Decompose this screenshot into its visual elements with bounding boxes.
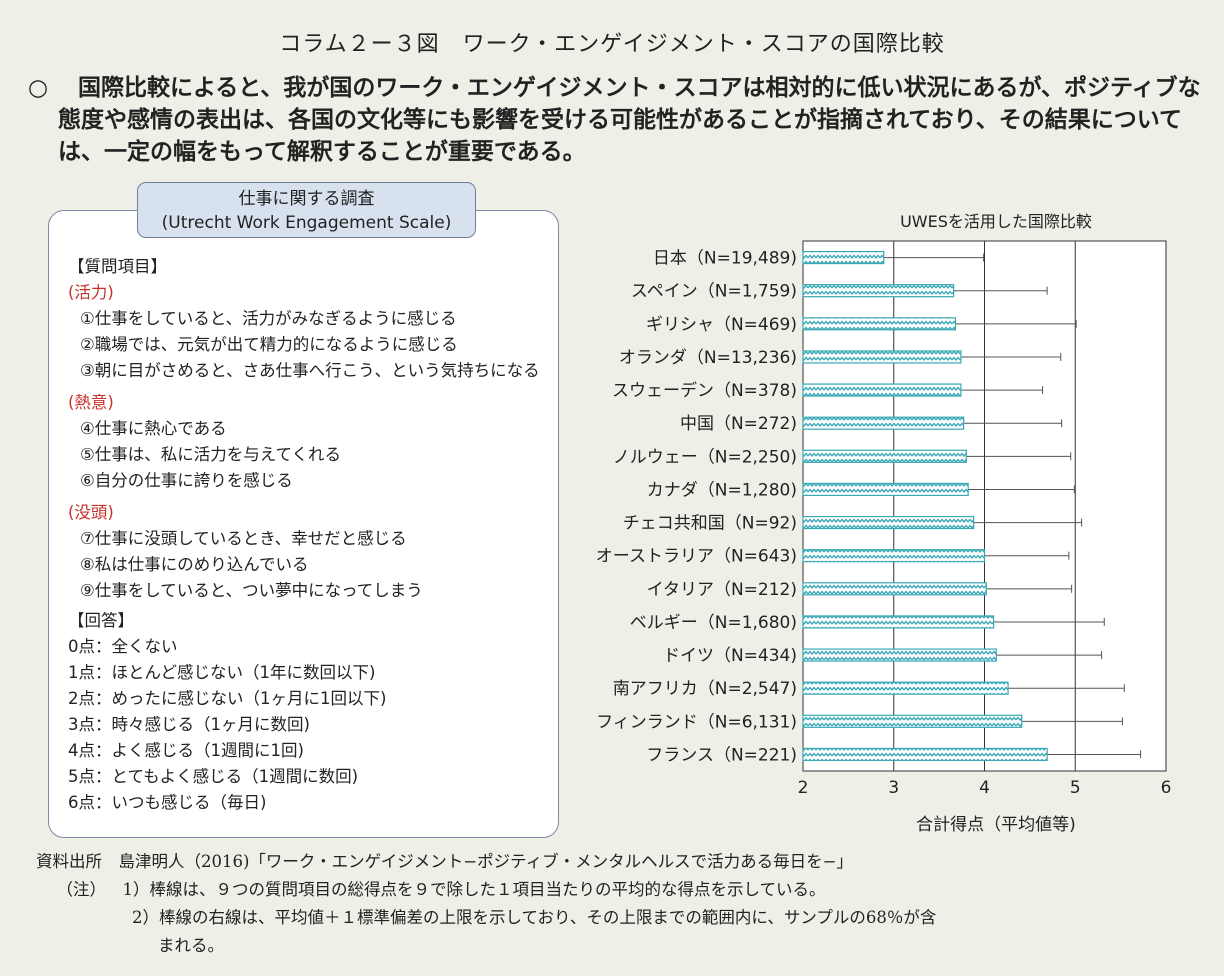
category-vigor: (活力)	[68, 283, 114, 302]
bar	[802, 615, 995, 629]
category-label: オランダ（N=13,236)	[619, 348, 797, 368]
bar	[802, 317, 957, 331]
survey-tab-subtitle: (Utrecht Work Engagement Scale)	[161, 213, 452, 233]
bar	[802, 648, 997, 662]
category-label: スウェーデン（N=378)	[612, 380, 797, 401]
question-list: 【質問項目】 (活力) ①仕事をしていると、活力がみなぎるように感じる ②職場で…	[68, 254, 540, 816]
category-label: スペイン（N=1,759)	[631, 282, 797, 302]
question-item: ⑥自分の仕事に誇りを感じる	[80, 471, 293, 490]
x-tick-label: 3	[888, 778, 899, 798]
answer-item: 3点：時々感じる（1ヶ月に数回)	[68, 715, 310, 734]
bar	[802, 350, 962, 364]
category-absorption: (没頭)	[68, 503, 114, 522]
answer-item: 0点：全くない	[68, 637, 178, 656]
question-item: ③朝に目がさめると、さあ仕事へ行こう、という気持ちになる	[80, 361, 540, 380]
category-label: カナダ（N=1,280)	[647, 480, 797, 500]
bar	[802, 582, 987, 596]
x-tick-label: 6	[1161, 778, 1172, 798]
bar	[802, 515, 975, 530]
bar	[802, 250, 885, 265]
category-label: ベルギー（N=1,680)	[630, 613, 797, 633]
bar-chart: UWESを活用した国際比較 2 3 4 5 6 日本（N=19,489) スペイン（N=1,…	[596, 212, 1172, 835]
category-label: 日本（N=19,489)	[653, 249, 797, 269]
bar	[802, 284, 955, 298]
category-label: オーストラリア（N=643)	[596, 547, 797, 567]
figure-title: コラム２ー３図 ワーク・エンゲイジメント・スコアの国際比較	[279, 32, 945, 57]
category-label: 中国（N=272)	[680, 414, 797, 434]
category-label: ドイツ（N=434)	[663, 646, 797, 666]
bar	[802, 416, 965, 430]
answer-item: 2点：めったに感じない（1ヶ月に1回以下)	[68, 689, 387, 708]
category-label: ノルウェー（N=2,250)	[613, 447, 797, 467]
answer-item: 1点：ほとんど感じない（1年に数回以下)	[68, 663, 376, 682]
category-label: フィンランド（N=6,131)	[596, 712, 797, 732]
source-citation: 島津明人（2016)「ワーク・エンゲイジメント−ポジティブ・メンタルヘルスで活力…	[118, 852, 853, 871]
category-label: 南アフリカ（N=2,547)	[613, 679, 797, 699]
bar	[802, 549, 986, 563]
x-tick-label: 5	[1070, 778, 1081, 798]
summary-bullet: ○	[28, 75, 49, 101]
question-item: ①仕事をしていると、活力がみなぎるように感じる	[80, 309, 457, 328]
source-notes: 資料出所 島津明人（2016)「ワーク・エンゲイジメント−ポジティブ・メンタルヘ…	[36, 848, 1206, 960]
bar	[802, 681, 1009, 695]
answer-item: 4点：よく感じる（1週間に1回)	[68, 741, 304, 760]
category-label: チェコ共和国（N=92)	[623, 514, 797, 534]
note-label: （注）	[56, 880, 107, 899]
answer-item: 6点：いつも感じる（毎日)	[68, 793, 267, 812]
category-label: ギリシャ（N=469)	[646, 315, 797, 335]
bar	[802, 383, 962, 397]
question-item: ⑦仕事に没頭しているとき、幸せだと感じる	[80, 529, 407, 548]
answers-header: 【回答】	[68, 611, 134, 630]
bar	[802, 747, 1048, 762]
category-dedication: (熱意)	[68, 393, 114, 412]
question-item: ⑧私は仕事にのめり込んでいる	[80, 555, 309, 574]
x-tick-label: 2	[798, 778, 809, 798]
bar	[802, 714, 1023, 728]
survey-box	[48, 210, 559, 838]
note-1: 1）棒線は、９つの質問項目の総得点を９で除した１項目当たりの平均的な得点を示して…	[122, 880, 826, 899]
survey-tab-title: 仕事に関する調査	[238, 189, 375, 209]
x-axis-label: 合計得点（平均値等)	[916, 815, 1076, 835]
survey-tab: 仕事に関する調査 (Utrecht Work Engagement Scale)	[137, 182, 476, 238]
question-item: ④仕事に熱心である	[80, 419, 227, 438]
question-item: ⑤仕事は、私に活力を与えてくれる	[80, 445, 341, 464]
questions-header: 【質問項目】	[68, 257, 167, 276]
x-tick-label: 4	[979, 778, 990, 798]
answer-item: 5点：とてもよく感じる（1週間に数回)	[68, 767, 359, 786]
bar	[802, 449, 967, 463]
bar	[802, 482, 969, 497]
note-2: 2）棒線の右線は、平均値＋１標準偏差の上限を示しており、その上限までの範囲内に、…	[132, 908, 937, 927]
note-2-cont: まれる。	[158, 936, 224, 955]
question-item: ②職場では、元気が出て精力的になるように感じる	[80, 335, 458, 354]
question-item: ⑨仕事をしていると、つい夢中になってしまう	[80, 581, 423, 600]
summary: ○ 国際比較によると、我が国のワーク・エンゲイジメント・スコアは相対的に低い状況…	[28, 72, 1208, 168]
category-label: イタリア（N=212)	[647, 580, 797, 600]
summary-text: 国際比較によると、我が国のワーク・エンゲイジメント・スコアは相対的に低い状況にあ…	[58, 75, 1201, 165]
chart-title: UWESを活用した国際比較	[900, 212, 1092, 231]
category-label: フランス（N=221)	[646, 745, 797, 765]
source-label: 資料出所	[36, 852, 102, 871]
